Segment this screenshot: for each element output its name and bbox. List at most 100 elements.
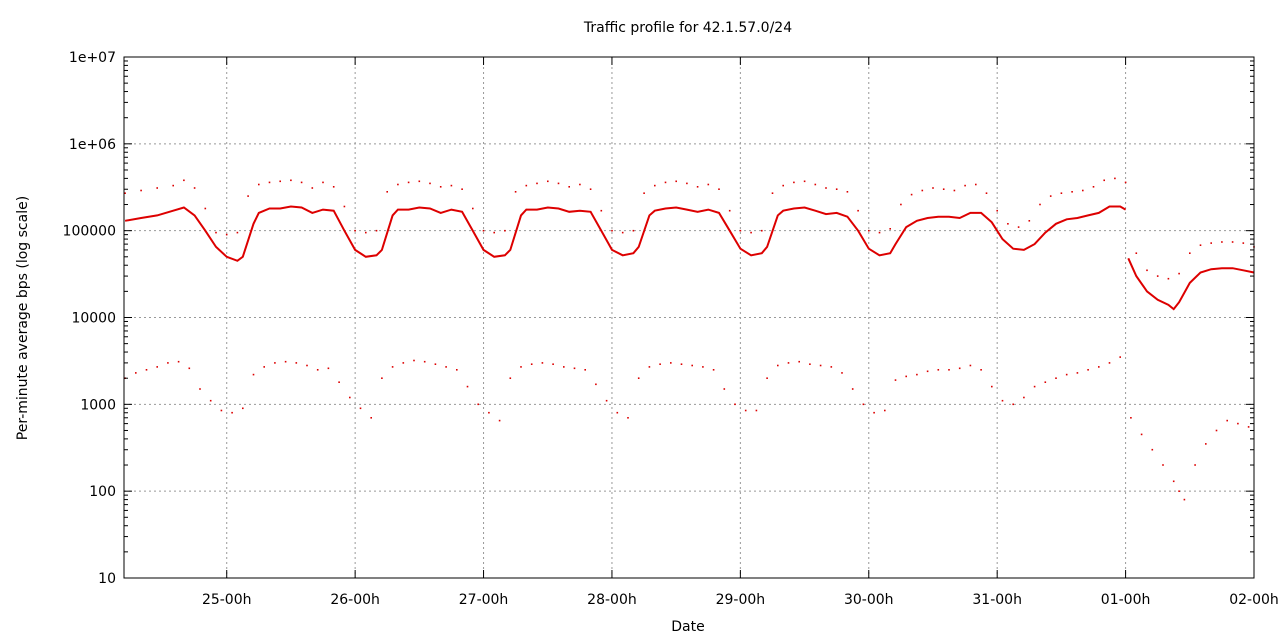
data-point-peak [472,207,474,210]
data-point-minimum [1140,433,1143,436]
data-point-peak [1017,226,1020,228]
y-tick-label: 100 [89,484,116,500]
data-point-peak [300,181,303,184]
data-point-peak [140,189,142,192]
data-point-peak [290,179,292,182]
data-point-minimum [1033,385,1036,388]
data-point-minimum [199,388,201,390]
data-point-minimum [787,362,790,364]
data-point-minimum [498,419,501,422]
data-point-peak [322,181,324,184]
data-point-minimum [370,417,372,419]
data-point-peak [343,205,346,208]
x-tick-label: 25-00h [202,592,252,608]
data-point-peak [1221,241,1223,243]
data-point-minimum [381,377,383,379]
data-point-minimum [937,369,940,371]
data-point-peak [386,191,388,193]
data-point-minimum [209,399,212,402]
data-point-peak [204,207,207,210]
data-point-peak [835,188,838,190]
data-point-peak [932,187,934,189]
data-point-minimum [135,372,137,374]
data-point-minimum [349,396,351,399]
data-point-peak [782,184,784,187]
data-point-peak [375,229,378,232]
data-point-peak [525,184,528,187]
data-point-minimum [1172,480,1175,483]
data-point-peak [1231,241,1234,243]
data-point-peak [268,181,271,184]
data-point-peak [183,179,185,182]
data-point-peak [1114,177,1116,180]
data-point-minimum [327,367,330,370]
data-point-minimum [1205,443,1207,445]
data-point-minimum [862,403,865,406]
data-point-minimum [466,385,469,388]
data-point-minimum [916,373,918,376]
data-point-minimum [488,411,490,414]
y-tick-label: 10000 [71,311,116,327]
data-point-minimum [573,367,576,370]
data-point-minimum [744,409,747,412]
data-point-peak [761,229,763,232]
data-point-minimum [263,366,265,368]
data-point-peak [1124,181,1127,184]
data-point-minimum [691,364,693,367]
x-tick-label: 27-00h [459,592,509,608]
data-point-peak [536,182,538,185]
data-point-peak [439,186,442,188]
data-point-peak [975,183,977,186]
data-point-minimum [969,364,972,367]
data-point-minimum [980,369,982,371]
data-point-minimum [798,360,800,363]
data-point-peak [557,182,560,185]
data-point-minimum [648,366,651,368]
data-point-minimum [905,375,907,378]
data-point-minimum [1055,377,1057,379]
data-point-peak [365,231,367,234]
data-point-minimum [809,363,811,365]
data-point-minimum [1151,448,1154,451]
data-point-minimum [252,373,255,376]
series-line-average [124,205,1127,262]
data-point-minimum [894,379,897,381]
data-point-minimum [1130,417,1132,419]
data-point-peak [1242,242,1245,244]
data-point-minimum [220,409,223,412]
data-point-peak [193,187,196,189]
data-point-minimum [1215,429,1218,432]
data-point-minimum [445,366,447,368]
data-point-minimum [188,367,191,370]
data-point-peak [750,231,752,234]
data-point-peak [868,229,870,232]
data-point-peak [600,209,603,212]
data-point-minimum [958,367,961,370]
data-point-minimum [702,366,704,368]
data-point-minimum [1108,362,1111,364]
data-point-peak [953,189,956,192]
data-point-minimum [830,366,833,368]
data-point-peak [718,188,720,190]
data-point-peak [1189,252,1191,254]
data-point-peak [1039,203,1041,206]
data-point-peak [814,183,817,186]
y-tick-label: 1000 [80,397,116,413]
data-point-minimum [477,403,479,406]
data-point-peak [632,229,635,232]
axis-ticks: 10 100 1000 10000 100000 1e+06 1e+07 25-00h 26-0… [63,50,1279,608]
data-point-peak [1060,192,1063,194]
data-point-minimum [1065,373,1068,376]
data-point-peak [739,229,742,232]
data-point-minimum [605,399,608,402]
data-point-minimum [541,362,544,364]
data-point-peak [258,183,260,186]
data-point-peak [996,209,998,212]
data-point-peak [172,184,174,187]
x-tick-label: 01-00h [1101,592,1151,608]
series-minimum [124,356,1250,501]
data-point-minimum [274,362,276,364]
x-axis-label: Date [671,619,704,635]
data-point-peak [589,188,592,190]
data-point-peak [686,182,688,185]
